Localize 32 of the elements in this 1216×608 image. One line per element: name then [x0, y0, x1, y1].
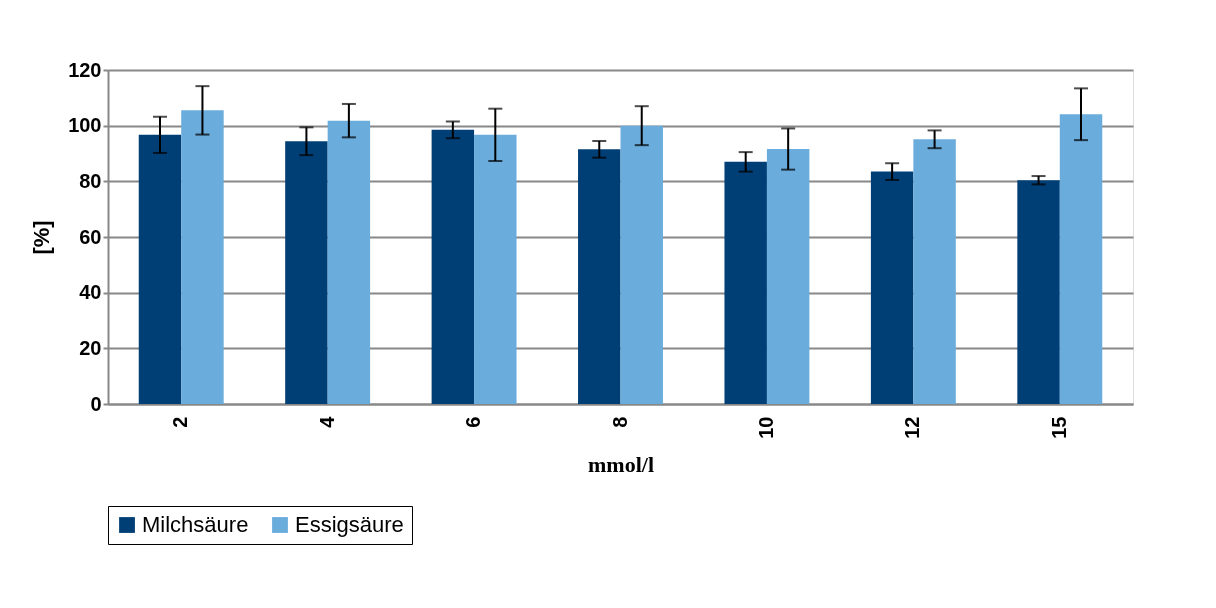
y-tick-label: 40 [79, 281, 102, 304]
bar [1059, 114, 1103, 404]
x-tick-label: 12 [901, 416, 924, 439]
x-tick-label: 4 [315, 415, 338, 428]
bar [766, 149, 810, 404]
bar [1017, 180, 1060, 404]
legend-label: Milchsäure [142, 512, 249, 537]
y-tick-label: 60 [79, 225, 102, 248]
y-tick-label: 20 [79, 336, 102, 359]
y-tick-label: 120 [68, 58, 102, 81]
bar [913, 139, 956, 404]
bar [431, 129, 475, 404]
bar [724, 161, 767, 404]
x-axis-title: mmol/l [588, 451, 654, 477]
y-tick-label: 100 [68, 114, 102, 137]
x-tick-label: 8 [608, 416, 631, 428]
x-tick-label: 2 [169, 416, 192, 428]
bar [870, 171, 914, 404]
bar [327, 120, 371, 404]
bar [620, 125, 663, 404]
bar [474, 134, 517, 404]
x-tick-label: 6 [462, 416, 485, 428]
bar [578, 149, 621, 404]
legend-label: Essigsäure [295, 512, 404, 537]
bar [181, 110, 224, 404]
bar [285, 141, 328, 404]
y-tick-label: 0 [90, 392, 102, 415]
y-tick-label: 80 [79, 169, 102, 192]
x-tick-label: 10 [754, 416, 777, 439]
y-axis-title: [%] [29, 220, 55, 255]
x-tick-label: 15 [1047, 416, 1070, 439]
bar [138, 134, 182, 404]
